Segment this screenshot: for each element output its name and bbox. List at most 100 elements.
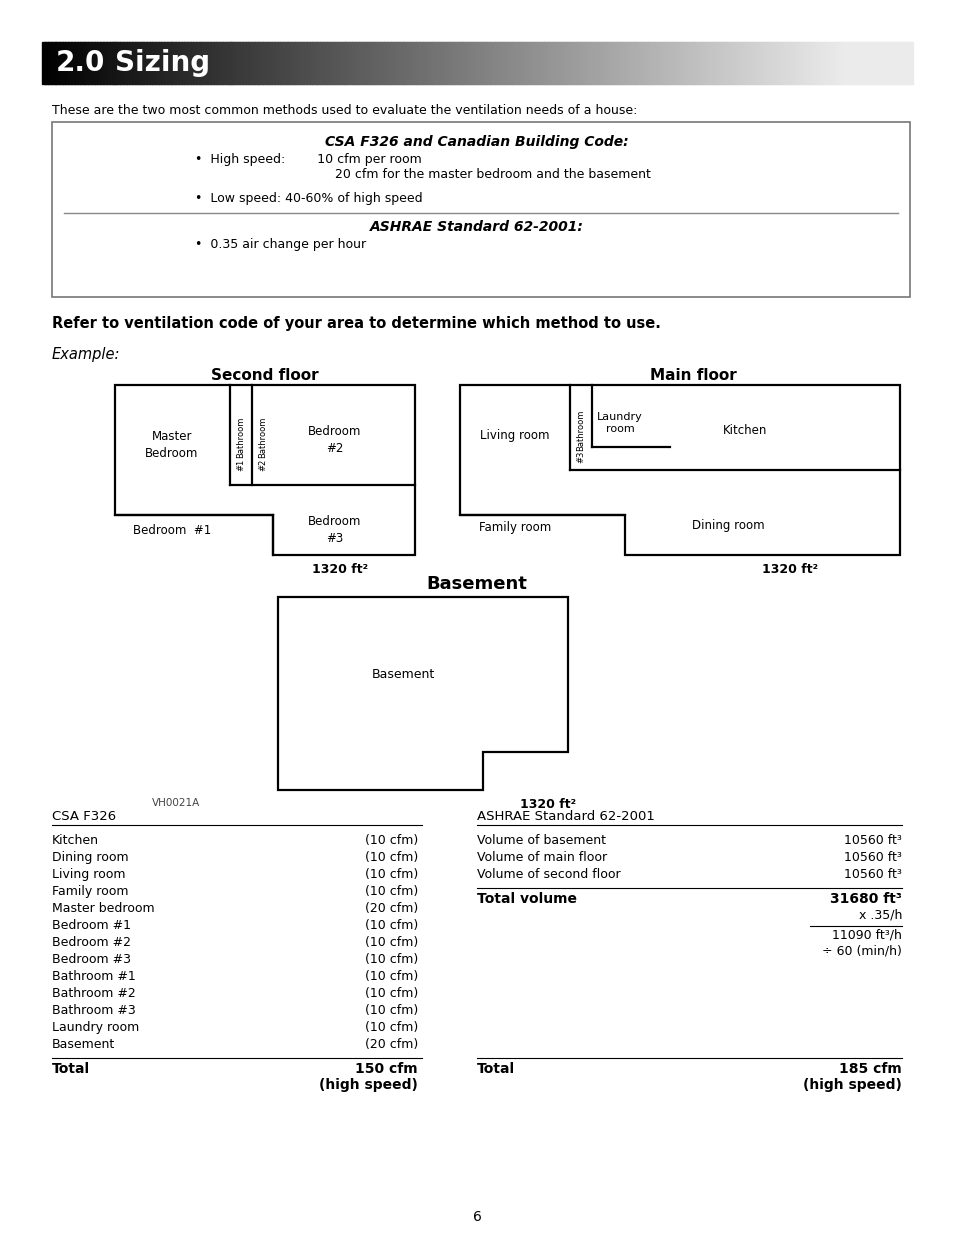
Bar: [215, 42, 220, 84]
Bar: [360, 42, 364, 84]
Bar: [239, 42, 243, 84]
Bar: [120, 42, 124, 84]
Bar: [607, 42, 611, 84]
Text: (10 cfm): (10 cfm): [364, 953, 417, 966]
Text: Volume of second floor: Volume of second floor: [476, 868, 620, 881]
Bar: [566, 42, 570, 84]
Bar: [471, 42, 475, 84]
Bar: [627, 42, 631, 84]
Bar: [502, 42, 506, 84]
Bar: [48, 42, 51, 84]
Text: Volume of main floor: Volume of main floor: [476, 851, 606, 864]
Bar: [175, 42, 179, 84]
Bar: [71, 42, 75, 84]
Text: x .35/h: x .35/h: [858, 909, 901, 923]
Bar: [294, 42, 298, 84]
Bar: [398, 42, 402, 84]
Bar: [682, 42, 686, 84]
Bar: [253, 42, 257, 84]
Bar: [897, 42, 901, 84]
Bar: [231, 42, 234, 84]
Bar: [438, 42, 443, 84]
Bar: [242, 42, 246, 84]
Text: 20 cfm for the master bedroom and the basement: 20 cfm for the master bedroom and the ba…: [194, 168, 650, 182]
Bar: [418, 42, 422, 84]
Bar: [114, 42, 118, 84]
Text: Bedroom
#3: Bedroom #3: [308, 515, 361, 545]
Text: Bathroom #1: Bathroom #1: [52, 969, 135, 983]
Bar: [184, 42, 188, 84]
Bar: [442, 42, 446, 84]
Bar: [476, 42, 480, 84]
Bar: [671, 42, 675, 84]
Bar: [590, 42, 594, 84]
Bar: [395, 42, 399, 84]
Text: Total: Total: [476, 1062, 515, 1076]
Bar: [752, 42, 756, 84]
Bar: [407, 42, 411, 84]
Text: Basement: Basement: [371, 667, 435, 680]
Bar: [665, 42, 669, 84]
Text: •  0.35 air change per hour: • 0.35 air change per hour: [194, 238, 366, 251]
Text: 10560 ft³: 10560 ft³: [843, 834, 901, 847]
Bar: [137, 42, 141, 84]
Bar: [717, 42, 720, 84]
Bar: [268, 42, 272, 84]
Bar: [485, 42, 489, 84]
Bar: [384, 42, 388, 84]
Bar: [543, 42, 547, 84]
Bar: [181, 42, 185, 84]
Text: Total volume: Total volume: [476, 892, 577, 906]
Bar: [285, 42, 289, 84]
Bar: [813, 42, 817, 84]
Bar: [789, 42, 793, 84]
Bar: [52, 122, 909, 296]
Bar: [306, 42, 310, 84]
Text: Basement: Basement: [52, 1037, 115, 1051]
Bar: [508, 42, 513, 84]
Bar: [618, 42, 622, 84]
Bar: [42, 42, 46, 84]
Bar: [677, 42, 680, 84]
Bar: [836, 42, 840, 84]
Bar: [401, 42, 405, 84]
Bar: [346, 42, 350, 84]
Text: CSA F326 and Canadian Building Code:: CSA F326 and Canadian Building Code:: [325, 135, 628, 149]
Bar: [760, 42, 764, 84]
Text: CSA F326: CSA F326: [52, 810, 116, 823]
Text: Refer to ventilation code of your area to determine which method to use.: Refer to ventilation code of your area t…: [52, 316, 660, 331]
Bar: [363, 42, 368, 84]
Bar: [161, 42, 165, 84]
Text: Master
Bedroom: Master Bedroom: [145, 430, 198, 459]
Text: (10 cfm): (10 cfm): [364, 1021, 417, 1034]
Bar: [610, 42, 614, 84]
Bar: [714, 42, 718, 84]
Bar: [459, 42, 463, 84]
Text: 1320 ft²: 1320 ft²: [312, 563, 368, 576]
Bar: [86, 42, 90, 84]
Bar: [117, 42, 121, 84]
Bar: [248, 42, 252, 84]
Bar: [900, 42, 903, 84]
Bar: [89, 42, 92, 84]
Text: 10560 ft³: 10560 ft³: [843, 851, 901, 864]
Text: Living room: Living room: [479, 429, 549, 441]
Text: 11090 ft³/h: 11090 ft³/h: [831, 929, 901, 942]
Bar: [705, 42, 709, 84]
Bar: [357, 42, 361, 84]
Bar: [653, 42, 658, 84]
Text: Dining room: Dining room: [52, 851, 129, 864]
Bar: [738, 42, 741, 84]
Bar: [827, 42, 831, 84]
Bar: [697, 42, 700, 84]
Text: Bathroom #3: Bathroom #3: [52, 1004, 135, 1016]
Bar: [167, 42, 171, 84]
Bar: [134, 42, 138, 84]
Bar: [300, 42, 304, 84]
Bar: [795, 42, 799, 84]
Bar: [722, 42, 726, 84]
Bar: [375, 42, 379, 84]
Bar: [853, 42, 857, 84]
Bar: [454, 42, 457, 84]
Text: Basement: Basement: [426, 576, 527, 593]
